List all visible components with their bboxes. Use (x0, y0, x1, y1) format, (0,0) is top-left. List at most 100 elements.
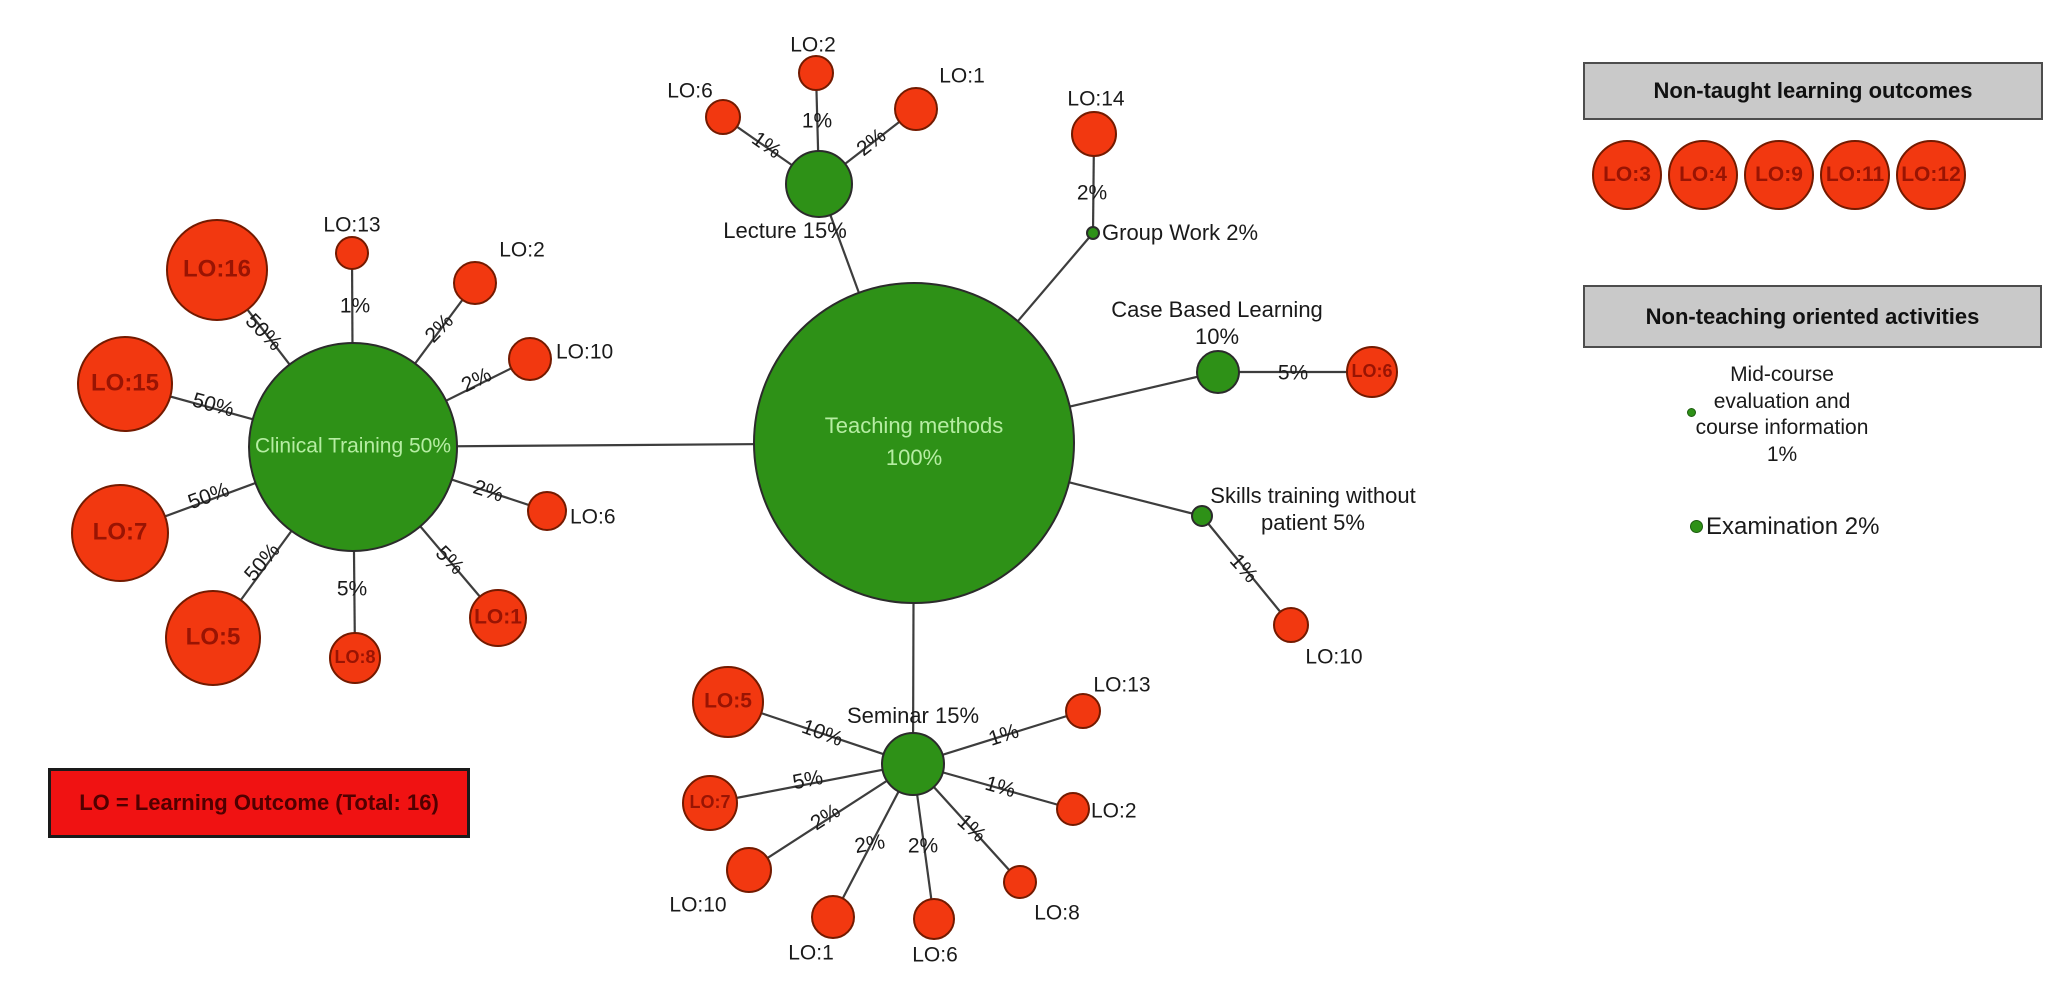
non-taught-outcomes-header: Non-taught learning outcomes (1583, 62, 2043, 120)
node-l6 (705, 99, 741, 135)
node-c13 (335, 236, 369, 270)
node-groupwork (1086, 226, 1100, 240)
node-m7 (682, 775, 738, 831)
edge-skills-s10 (1201, 515, 1292, 626)
node-m5 (692, 666, 764, 738)
edge-label-clinical-c5: 50% (240, 539, 285, 586)
node-label-l6: LO:6 (667, 80, 713, 103)
node-label-lecture: Lecture 15% (723, 218, 847, 243)
examination-activity-label: Examination 2% (1706, 513, 1880, 540)
node-label-c7: LO:7 (93, 518, 148, 545)
node-teaching (753, 282, 1075, 604)
node-c5 (165, 590, 261, 686)
node-label-case: 10% (1195, 324, 1239, 349)
node-label-s10: LO:10 (1305, 646, 1362, 669)
node-lecture (785, 150, 853, 218)
node-c8 (329, 632, 381, 684)
examination-dot (1690, 520, 1703, 533)
edge-label-l14-groupwork: 2% (1077, 182, 1107, 205)
node-label-c16: LO:16 (183, 255, 251, 282)
midcourse-dot (1687, 408, 1696, 417)
node-l1 (894, 87, 938, 131)
node-skills (1191, 505, 1213, 527)
node-l2 (798, 55, 834, 91)
labels-layer: Teaching methods 100% Clinical Training 50… (91, 34, 1416, 967)
node-label-c10: LO:10 (556, 341, 613, 364)
edge-label-case-cb6: 5% (1278, 362, 1308, 385)
legend-box: LO = Learning Outcome (Total: 16) (48, 768, 470, 838)
node-seminar (881, 732, 945, 796)
node-m8 (1003, 865, 1037, 899)
node-m10 (726, 847, 772, 893)
midcourse-activity-label: Mid-course evaluation and course informa… (1695, 363, 1869, 466)
node-label-m1: LO:1 (788, 942, 834, 965)
node-cb6 (1346, 346, 1398, 398)
nodes-layer (71, 55, 1398, 940)
edge-label-clinical-c8: 5% (337, 578, 367, 601)
edge-label-seminar-m13: 1% (986, 719, 1022, 750)
edge-label-seminar-m5: 10% (799, 715, 846, 751)
node-label-c13: LO:13 (323, 214, 380, 237)
edge-label-clinical-c16: 50% (241, 309, 287, 355)
legend-text: LO = Learning Outcome (Total: 16) (79, 790, 439, 815)
node-label-seminar: Seminar 15% (847, 703, 979, 728)
edge-label-clinical-c15: 50% (190, 389, 237, 422)
node-c7 (71, 484, 169, 582)
node-label-c15: LO:15 (91, 369, 159, 396)
node-c2 (453, 261, 497, 305)
node-c15 (77, 336, 173, 432)
node-s10 (1273, 607, 1309, 643)
node-label-c1: LO:1 (474, 606, 522, 629)
non-taught-outcome-lo-3: LO:3 (1592, 140, 1662, 210)
node-label-skills: patient 5% (1261, 510, 1365, 535)
node-c6 (527, 491, 567, 531)
node-label-clinical: Clinical Training 50% (255, 435, 451, 458)
node-label-m10: LO:10 (669, 894, 726, 917)
node-c10 (508, 337, 552, 381)
non-taught-outcome-lo-11: LO:11 (1820, 140, 1890, 210)
edge-label-clinical-c13: 1% (340, 295, 370, 318)
node-label-groupwork: Group Work 2% (1102, 220, 1258, 245)
node-label-case: Case Based Learning (1111, 297, 1323, 322)
node-label-teaching: Teaching methods (825, 413, 1004, 438)
edge-label-seminar-m2: 1% (983, 772, 1019, 802)
node-label-l14: LO:14 (1067, 88, 1125, 111)
edge-label-seminar-m6: 2% (908, 835, 938, 858)
node-clinical (248, 342, 458, 552)
node-label-l2: LO:2 (790, 34, 836, 57)
node-label-m2: LO:2 (1091, 800, 1137, 823)
node-label-c2: LO:2 (499, 239, 545, 262)
node-label-l1: LO:1 (939, 65, 985, 88)
edge-seminar-m7 (709, 762, 914, 805)
node-label-cb6: LO:6 (1351, 361, 1392, 381)
edge-label-clinical-c6: 2% (470, 475, 506, 506)
edge-label-lecture-l2: 1% (802, 110, 832, 133)
non-taught-outcomes-title: Non-taught learning outcomes (1653, 78, 1973, 103)
node-m6 (913, 898, 955, 940)
node-label-m5: LO:5 (704, 690, 752, 713)
node-label-c8: LO:8 (334, 647, 375, 667)
node-c1 (469, 589, 527, 647)
edge-label-seminar-m7: 5% (791, 766, 825, 794)
node-m2 (1056, 792, 1090, 826)
node-label-m13: LO:13 (1093, 674, 1150, 697)
node-label-m7: LO:7 (689, 792, 730, 812)
non-taught-outcomes-row: LO:3 LO:4 LO:9 LO:11 LO:12 (1592, 140, 1966, 210)
node-label-m8: LO:8 (1034, 902, 1080, 925)
node-label-skills: Skills training without (1210, 483, 1415, 508)
node-label-m6: LO:6 (912, 944, 958, 967)
non-teaching-activities-header: Non-teaching oriented activities (1583, 285, 2042, 348)
node-case (1196, 350, 1240, 394)
node-label-c6: LO:6 (570, 506, 616, 529)
node-label-teaching: 100% (886, 445, 942, 470)
node-m13 (1065, 693, 1101, 729)
node-l14 (1071, 111, 1117, 157)
non-teaching-activities-title: Non-teaching oriented activities (1645, 303, 1980, 329)
node-label-c5: LO:5 (186, 623, 241, 650)
edge-label-seminar-m1: 2% (853, 830, 887, 858)
non-taught-outcome-lo-12: LO:12 (1896, 140, 1966, 210)
node-c16 (166, 219, 268, 321)
edge-label-clinical-c7: 50% (185, 478, 232, 514)
